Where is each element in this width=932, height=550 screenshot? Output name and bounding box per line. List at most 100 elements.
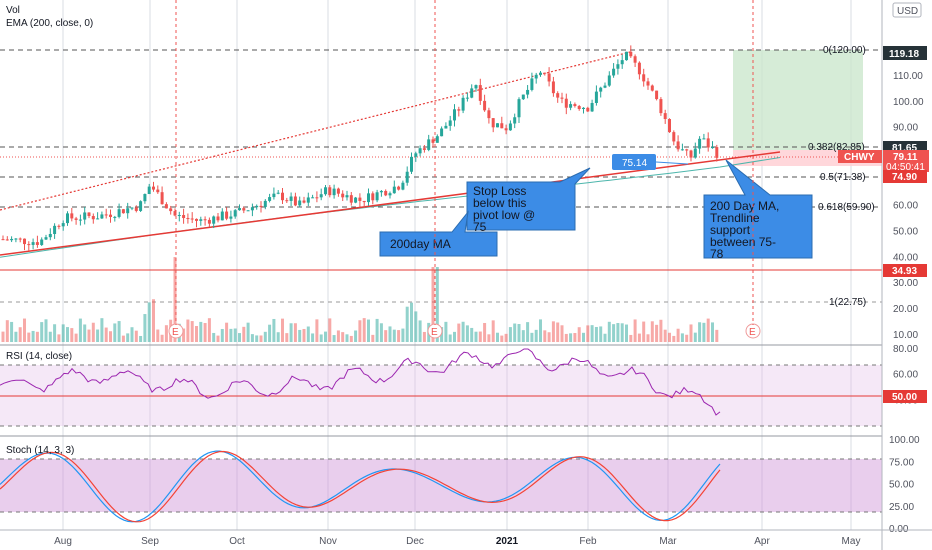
candle-body	[53, 225, 57, 234]
volume-bar	[594, 326, 598, 342]
candle-body	[397, 186, 401, 190]
price-axis[interactable]: USD 110.00100.0090.0080.0070.0060.0050.0…	[838, 0, 932, 550]
candle-body	[379, 190, 383, 193]
candle-body	[405, 171, 409, 183]
volume-bar	[349, 335, 353, 342]
candle-body	[328, 187, 332, 196]
candle-body	[655, 90, 659, 100]
volume-bar	[109, 331, 112, 342]
price-tag-75[interactable]: 75.14	[612, 154, 689, 170]
rsi-pane[interactable]: RSI (14, close)	[0, 348, 882, 427]
candle-body	[83, 212, 87, 220]
earnings-marker-dec[interactable]: E	[427, 323, 443, 339]
volume-bar	[650, 321, 654, 342]
candle-body	[156, 189, 160, 193]
volume-bar	[324, 331, 327, 342]
volume-bar	[27, 332, 31, 342]
volume-bar	[362, 318, 366, 342]
volume-bar	[18, 327, 22, 342]
callout-stop-line3: pivot low @	[473, 208, 535, 222]
candle-body	[620, 60, 624, 65]
volume-bar	[147, 302, 151, 342]
candle-body	[440, 128, 444, 137]
candle-body	[289, 196, 293, 201]
volume-bar	[474, 331, 478, 342]
candle-body	[560, 97, 564, 99]
candle-body	[526, 89, 530, 95]
volume-bar	[285, 333, 289, 342]
candle-body	[629, 51, 633, 57]
volume-bar	[207, 318, 211, 342]
candle-body	[465, 97, 469, 99]
volume-bar	[564, 333, 568, 342]
time-tick-label: Aug	[54, 536, 72, 547]
fib-label-0382: 0.382(82.85)	[808, 142, 865, 153]
time-axis[interactable]: Aug Sep Oct Nov Dec 2021 Feb Mar Apr May	[0, 529, 932, 547]
volume-bar	[676, 328, 680, 342]
volume-bar	[629, 334, 633, 342]
currency-box[interactable]	[892, 2, 922, 18]
volume-bar	[315, 319, 319, 342]
trendline-upper-channel[interactable]	[0, 51, 631, 211]
volume-bar	[160, 334, 164, 342]
last-price-box	[883, 150, 929, 172]
candle-body	[91, 216, 95, 220]
candle-body	[577, 106, 581, 110]
volume-bar	[302, 328, 306, 342]
volume-bar	[152, 299, 155, 342]
volume-bar	[698, 322, 702, 342]
candle-body	[586, 107, 590, 112]
volume-bar	[659, 319, 663, 342]
candle-body	[225, 211, 229, 219]
candle-body	[27, 244, 31, 246]
candle-body	[500, 123, 504, 129]
candle-body	[268, 197, 272, 201]
price-tick-label: 30.00	[893, 278, 918, 289]
rsi-mid-box	[883, 390, 927, 403]
volume-bar	[250, 334, 254, 342]
volume-bar	[405, 306, 409, 342]
earnings-marker-mar[interactable]: E	[745, 323, 761, 339]
callout-stop-loss[interactable]: Stop Loss below this pivot low @75	[466, 167, 591, 234]
volume-bar	[431, 267, 435, 342]
volume-bar	[104, 327, 108, 342]
volume-bar	[496, 332, 499, 342]
price-tick-label: 40.00	[893, 252, 918, 263]
earnings-marker-sep[interactable]: E	[168, 323, 184, 339]
candle-body	[358, 197, 362, 201]
volume-bar	[418, 320, 422, 342]
symbol-box	[838, 150, 882, 163]
low-price-label: 34.93	[892, 266, 917, 277]
candle-body	[315, 197, 319, 199]
candle-body	[508, 123, 512, 131]
support-price-label: 74.90	[892, 172, 917, 183]
volume-bar	[31, 330, 35, 342]
volume-bar	[607, 321, 611, 342]
legend-vol: Vol	[6, 5, 20, 16]
candle-body	[220, 211, 224, 221]
volume-bar	[453, 331, 456, 342]
rsi-tick-label: 80.00	[893, 344, 918, 355]
volume-bar	[612, 324, 616, 342]
volume-bar	[199, 321, 203, 342]
candle-body	[599, 87, 603, 92]
volume-bar	[487, 334, 491, 342]
price-pane[interactable]: 0(120.00) 0.382(82.85) 0.5(71.38) 0.618(…	[0, 5, 883, 342]
volume-bar	[182, 328, 186, 342]
candle-body	[238, 208, 241, 211]
candle-body	[113, 216, 117, 218]
stoch-pane[interactable]: Stoch (14, 3, 3)	[0, 445, 882, 523]
volume-bar	[328, 318, 332, 342]
volume-bar	[276, 332, 280, 342]
callout-200day[interactable]: 200day MA	[379, 210, 498, 257]
callout-support[interactable]: 200 Day MA, Trendline support between 75-78	[703, 159, 813, 261]
candle-body	[233, 210, 237, 217]
volume-bar	[121, 335, 125, 342]
volume-bar	[633, 319, 637, 342]
candle-body	[126, 208, 130, 214]
candle-body	[272, 193, 276, 198]
volume-bar	[513, 323, 517, 342]
volume-bar	[392, 329, 396, 342]
volume-bar	[91, 322, 95, 342]
